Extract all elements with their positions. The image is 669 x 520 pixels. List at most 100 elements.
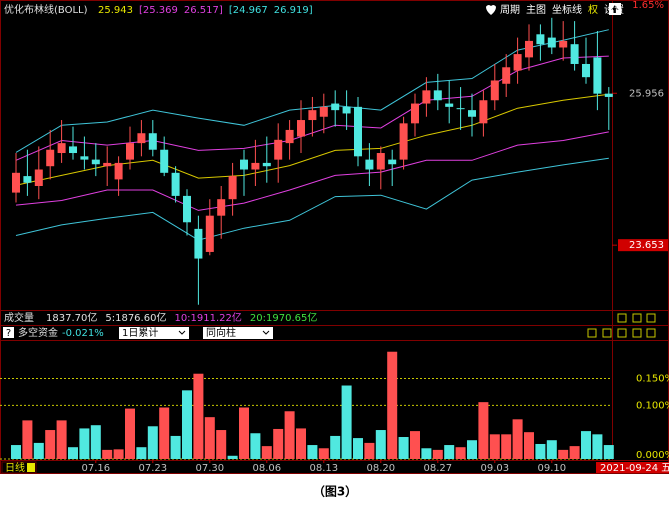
bar (524, 432, 534, 459)
bar (558, 449, 569, 459)
candle-body (183, 195, 191, 223)
candle-body (604, 93, 613, 97)
panel-icon[interactable] (617, 328, 627, 338)
bar (147, 426, 158, 459)
candle-body (376, 153, 385, 170)
header-value: [24.967 (229, 5, 268, 16)
bar (250, 433, 261, 459)
panel-icon[interactable] (632, 328, 642, 338)
panel-icon[interactable] (617, 313, 627, 323)
candle-body (365, 159, 374, 170)
bar (261, 446, 272, 459)
bar (444, 445, 455, 459)
volume-item: 成交量 (4, 311, 34, 324)
volume-item: 5:1876.60亿 (105, 311, 166, 324)
candle-body (547, 37, 556, 48)
x-tick-label: 07.16 (81, 463, 110, 474)
x-tick-label: 08.20 (366, 463, 395, 474)
bar (318, 448, 329, 459)
bar (341, 385, 352, 459)
y-tick-label: 25.956 (629, 88, 664, 99)
bar (227, 455, 238, 459)
bar (421, 448, 432, 459)
candle-body (331, 103, 340, 111)
candle-body (411, 103, 419, 124)
candle-body (445, 103, 454, 107)
bar (68, 447, 78, 459)
toolbar-item[interactable]: 权 (588, 3, 598, 16)
candle-body (80, 156, 89, 160)
candle-body (205, 215, 214, 252)
end-date: 2021-09-24 五 (600, 463, 669, 474)
dropdown-text: 1日累计 (122, 326, 158, 339)
panel-title: 多空资金 (18, 326, 58, 339)
candle-body (490, 80, 499, 101)
candle-body (297, 120, 305, 137)
panel-icon[interactable] (602, 328, 612, 338)
bar (592, 434, 603, 459)
candle-body (593, 57, 602, 94)
panel-icon[interactable] (646, 328, 656, 338)
period-box[interactable] (1, 461, 37, 474)
x-tick-label: 08.06 (252, 463, 281, 474)
bar (603, 445, 614, 459)
candle-body (160, 149, 169, 173)
dropdown-arrow (178, 330, 186, 335)
background (0, 0, 669, 474)
dropdown-arrow (262, 330, 270, 335)
candle-body (114, 162, 123, 180)
candle-body (422, 90, 431, 104)
bar (204, 417, 215, 459)
candle-body (262, 162, 271, 167)
bar (535, 443, 546, 459)
candle-body (194, 228, 203, 259)
tick-highlight (618, 239, 668, 252)
toolbar-item[interactable]: 主图 (526, 4, 546, 16)
candle-body (69, 146, 77, 154)
panel-icon[interactable] (587, 328, 597, 338)
candle-body (399, 123, 408, 160)
volume-item: 1837.70亿 (46, 311, 97, 324)
candle-body (57, 143, 66, 154)
x-tick-label: 07.30 (195, 463, 224, 474)
help-icon[interactable] (3, 327, 14, 338)
toolbar-item[interactable]: 周期 (500, 4, 520, 16)
dropdown[interactable] (119, 327, 189, 339)
panel-icon[interactable] (632, 313, 642, 323)
bar (33, 442, 44, 459)
dropdown[interactable] (203, 327, 273, 339)
bar (102, 449, 113, 459)
x-tick-label: 07.23 (138, 463, 167, 474)
bar (455, 447, 466, 459)
bar (45, 430, 56, 459)
band-line (15, 157, 609, 241)
header-value: 26.517] (184, 5, 223, 16)
dropdown-text: 同向柱 (206, 326, 236, 339)
period-flag (27, 463, 35, 472)
candle-body (126, 143, 134, 160)
bar (330, 435, 341, 459)
panel-icon[interactable] (646, 313, 656, 323)
candle-body (479, 100, 488, 124)
bar (296, 428, 306, 459)
bar (11, 445, 21, 459)
candle-body (240, 159, 248, 170)
bar (398, 437, 409, 459)
bar (182, 390, 192, 459)
period: 日线 (5, 461, 25, 474)
toolbar-item[interactable]: 设置 (604, 4, 624, 16)
favorite-icon[interactable] (486, 5, 496, 16)
y-tick-label: 0.150% (636, 374, 669, 385)
candle-body (12, 172, 20, 193)
toolbar-item[interactable]: 坐标线 (552, 3, 582, 16)
bar (90, 425, 101, 459)
bar (136, 447, 147, 459)
candle-body (23, 176, 32, 183)
x-tick-label: 08.27 (423, 463, 452, 474)
candle-body (468, 110, 476, 117)
top-percent: 1.65% (632, 0, 664, 11)
bar (581, 431, 591, 459)
candle-body (285, 129, 294, 144)
header-value: 26.919] (274, 5, 313, 16)
bar (239, 407, 249, 459)
